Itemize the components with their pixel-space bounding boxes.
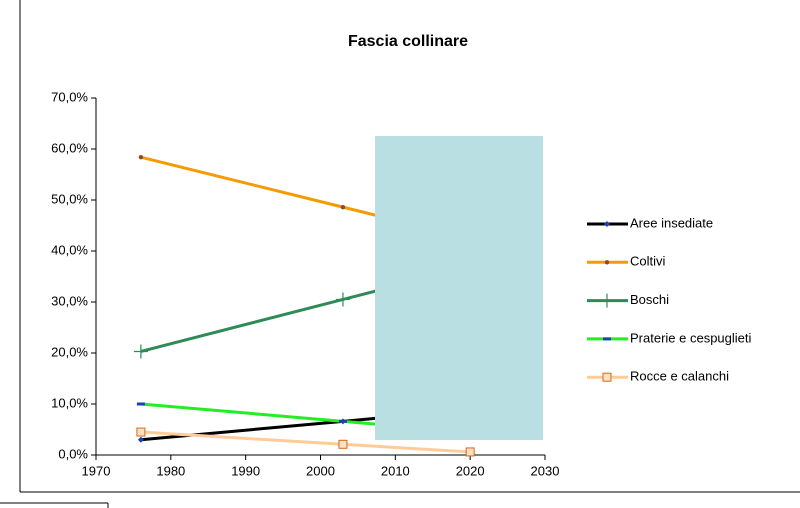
- legend-label: Aree insediate: [630, 215, 713, 230]
- legend-marker: [604, 260, 610, 265]
- legend-item: Praterie e cespuglieti: [587, 330, 752, 345]
- marker: [338, 439, 348, 449]
- y-tick-label: 0,0%: [58, 446, 88, 461]
- x-tick-label: 1990: [231, 463, 260, 478]
- legend-item: Aree insediate: [587, 215, 713, 230]
- x-tick-label: 2030: [531, 463, 560, 478]
- marker: [465, 447, 475, 457]
- legend-label: Rocce e calanchi: [630, 369, 729, 384]
- x-tick-label: 1970: [82, 463, 111, 478]
- y-tick-label: 10,0%: [51, 395, 88, 410]
- legend-item: Coltivi: [587, 254, 666, 269]
- x-tick-label: 2000: [306, 463, 335, 478]
- legend: Aree insediate Coltivi Boschi Praterie e ce…: [587, 215, 752, 384]
- marker: [138, 154, 144, 160]
- y-tick-label: 50,0%: [51, 191, 88, 206]
- x-tick-label: 1980: [156, 463, 185, 478]
- y-tick-label: 60,0%: [51, 140, 88, 155]
- chart-title: Fascia collinare: [348, 33, 468, 50]
- marker: [137, 436, 144, 443]
- marker: [335, 292, 350, 307]
- legend-item: Boschi: [587, 292, 669, 308]
- legend-item: Rocce e calanchi: [587, 369, 729, 384]
- legend-marker: [604, 221, 610, 227]
- overlay-box: [375, 136, 543, 440]
- y-tick-label: 70,0%: [51, 89, 88, 104]
- legend-label: Praterie e cespuglieti: [630, 330, 752, 345]
- marker: [136, 427, 146, 437]
- legend-label: Coltivi: [630, 254, 666, 269]
- y-tick-label: 40,0%: [51, 242, 88, 257]
- x-tick-label: 2020: [456, 463, 485, 478]
- legend-marker: [600, 293, 614, 308]
- legend-marker: [602, 372, 612, 382]
- marker: [340, 204, 346, 210]
- x-tick-label: 2010: [381, 463, 410, 478]
- legend-label: Boschi: [630, 292, 669, 307]
- y-tick-label: 20,0%: [51, 344, 88, 359]
- y-tick-label: 30,0%: [51, 293, 88, 308]
- marker: [133, 344, 148, 359]
